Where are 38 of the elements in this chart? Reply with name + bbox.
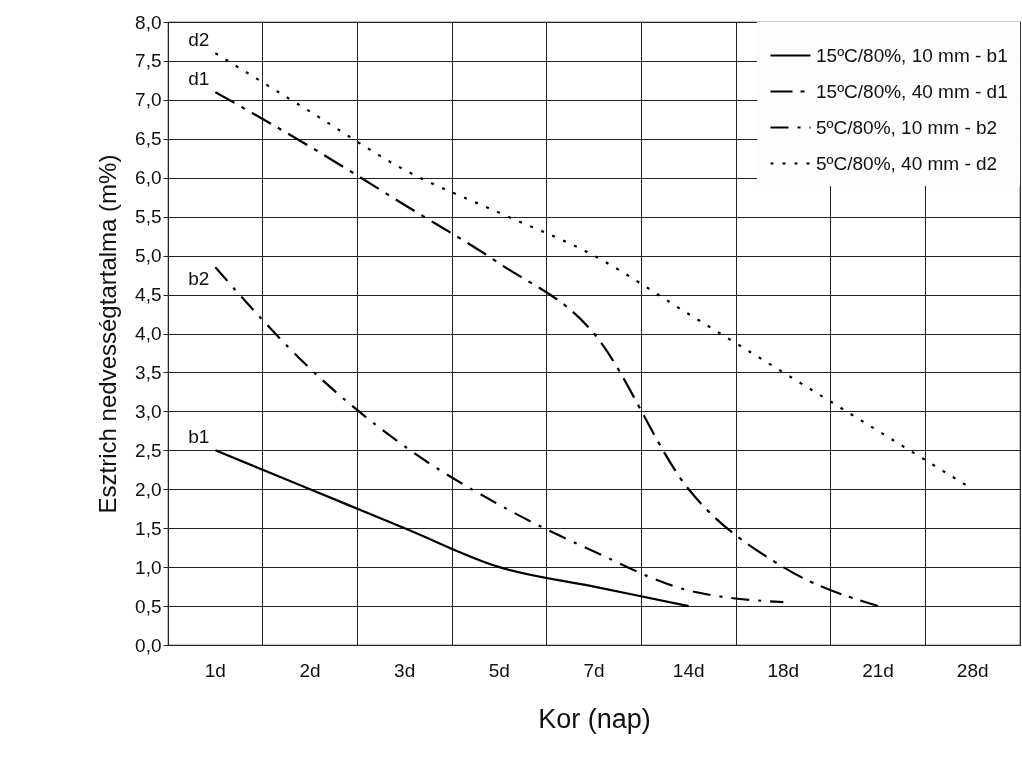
x-tick-label: 21d bbox=[862, 659, 894, 681]
x-tick-label: 1d bbox=[204, 659, 226, 681]
x-tick-label: 3d bbox=[394, 659, 416, 681]
x-tick-label: 7d bbox=[583, 659, 605, 681]
y-tick-label: 0,0 bbox=[135, 634, 162, 656]
y-tick-label: 2,0 bbox=[135, 478, 162, 500]
x-tick-label: 14d bbox=[672, 659, 705, 681]
y-tick-label: 7,0 bbox=[135, 89, 162, 111]
annotation: b1 bbox=[188, 426, 210, 448]
legend-label: 5ºC/80%, 40 mm - d2 bbox=[816, 152, 998, 174]
y-tick-label: 6,5 bbox=[135, 128, 162, 150]
x-tick-label: 2d bbox=[299, 659, 321, 681]
y-tick-label: 3,0 bbox=[135, 400, 162, 422]
x-tick-label: 5d bbox=[488, 659, 510, 681]
annotation: b2 bbox=[188, 268, 210, 290]
y-tick-label: 3,5 bbox=[135, 361, 162, 383]
y-tick-label: 4,0 bbox=[135, 323, 162, 344]
y-tick-label: 7,5 bbox=[135, 50, 162, 72]
y-tick-label: 5,5 bbox=[135, 206, 162, 228]
legend-label: 15ºC/80%, 10 mm - b1 bbox=[816, 44, 1008, 66]
legend-label: 5ºC/80%, 10 mm - b2 bbox=[816, 116, 998, 138]
line-series bbox=[214, 266, 785, 604]
y-tick-label: 1,5 bbox=[135, 517, 162, 539]
annotation: d1 bbox=[188, 68, 210, 90]
y-tick-label: 4,5 bbox=[135, 284, 162, 306]
x-axis-title: Kor (nap) bbox=[538, 703, 651, 734]
y-tick-label: 6,0 bbox=[135, 167, 162, 189]
line-series bbox=[214, 449, 690, 608]
y-axis-title: Esztrich nedvességtartalma (m%) bbox=[94, 154, 122, 514]
x-tick-label: 28d bbox=[956, 659, 989, 681]
y-tick-label: 1,0 bbox=[135, 556, 162, 578]
y-tick-label: 5,0 bbox=[135, 245, 162, 267]
y-tick-label: 0,5 bbox=[135, 595, 162, 617]
y-tick-label: 2,5 bbox=[135, 439, 162, 461]
x-tick-label: 18d bbox=[767, 659, 800, 681]
legend-label: 15ºC/80%, 40 mm - d1 bbox=[816, 80, 1008, 102]
annotation: d2 bbox=[188, 29, 210, 51]
y-tick-label: 8,0 bbox=[135, 11, 162, 33]
